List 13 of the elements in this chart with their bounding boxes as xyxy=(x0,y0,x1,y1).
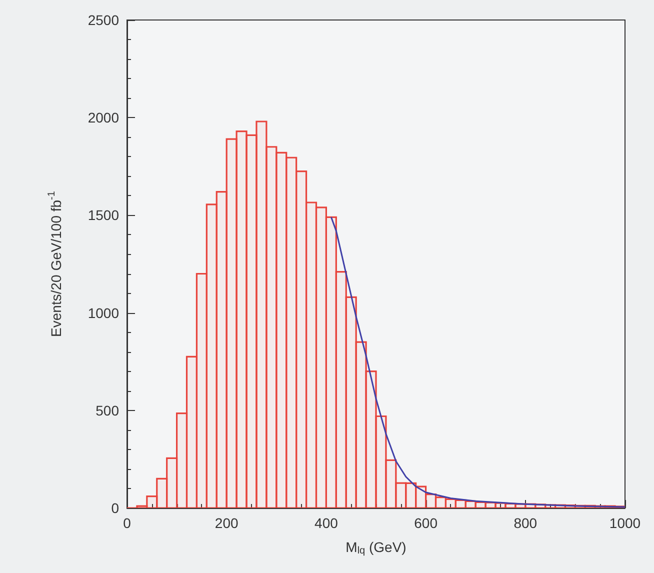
x-tick-label: 0 xyxy=(123,515,132,531)
x-tick-label: 1000 xyxy=(609,515,641,531)
x-tick-label: 400 xyxy=(314,515,338,531)
y-tick-label: 2500 xyxy=(88,12,120,28)
x-tick-label: 600 xyxy=(414,515,438,531)
x-tick-label: 200 xyxy=(214,515,238,531)
y-tick-label: 1500 xyxy=(88,207,120,224)
y-tick-label: 1000 xyxy=(88,304,120,321)
x-tick-label: 800 xyxy=(514,515,538,531)
y-axis-title: Events/20 GeV/100 fb-1 xyxy=(46,190,64,337)
y-tick-label: 0 xyxy=(111,500,120,516)
y-tick-label: 2000 xyxy=(88,110,120,126)
y-tick-label: 500 xyxy=(96,402,120,418)
